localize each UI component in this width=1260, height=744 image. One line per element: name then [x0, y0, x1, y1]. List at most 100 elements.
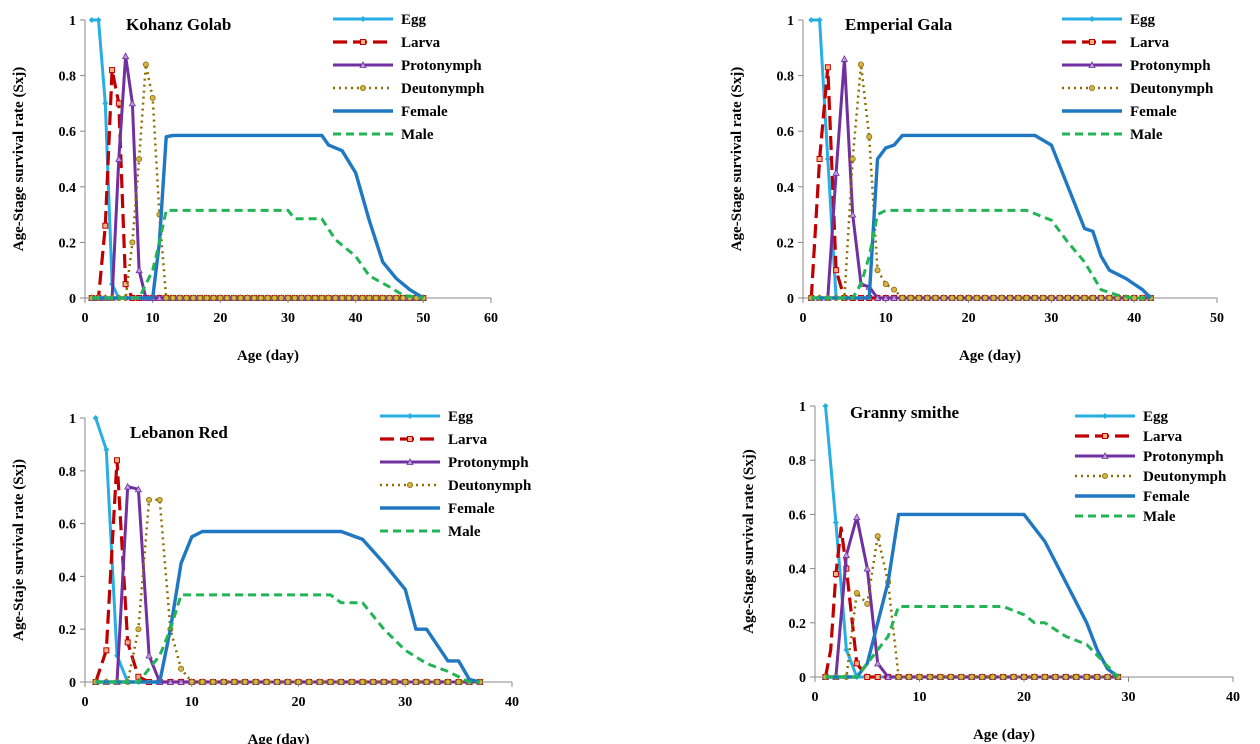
- data-point: [1021, 674, 1028, 681]
- data-point: [318, 294, 325, 301]
- legend-label: Larva: [1130, 35, 1170, 51]
- data-point: [853, 589, 860, 596]
- series-larva: [92, 457, 483, 685]
- data-point: [947, 674, 954, 681]
- data-point: [115, 155, 123, 162]
- data-point: [1041, 674, 1048, 681]
- data-point: [979, 674, 986, 681]
- legend-label: Larva: [1143, 429, 1183, 445]
- data-point: [284, 679, 291, 686]
- data-point: [874, 659, 882, 667]
- legend-label: Male: [1143, 509, 1176, 525]
- series-line: [95, 498, 480, 684]
- legend-label: Protonymph: [401, 58, 482, 74]
- data-point: [412, 679, 419, 686]
- data-point: [183, 294, 190, 301]
- legend-item-protonymph: Protonymph: [333, 58, 482, 74]
- legend-item-larva: Larva: [380, 432, 488, 448]
- y-tick-label: 0.4: [59, 570, 77, 585]
- data-point: [824, 156, 831, 162]
- x-tick-label: 10: [146, 311, 160, 326]
- legend-marker: [1102, 413, 1108, 419]
- legend-item-female: Female: [333, 104, 448, 120]
- legend-item-egg: Egg: [333, 12, 427, 28]
- legend-item-male: Male: [380, 524, 481, 540]
- legend-label: Female: [448, 501, 495, 517]
- y-tick-label: 0: [787, 292, 794, 307]
- data-point: [973, 294, 980, 301]
- data-point: [352, 294, 359, 301]
- data-point: [1052, 674, 1059, 681]
- data-point: [230, 294, 237, 301]
- x-axis-title: Age (day): [247, 732, 309, 744]
- legend-label: Larva: [448, 432, 488, 448]
- data-point: [884, 673, 892, 680]
- data-point: [244, 294, 251, 301]
- legend-label: Male: [448, 524, 481, 540]
- data-point: [380, 679, 387, 686]
- data-point: [808, 17, 815, 23]
- data-point: [291, 294, 298, 301]
- x-tick-label: 20: [1017, 690, 1031, 705]
- data-point: [816, 17, 823, 23]
- series-line: [91, 68, 424, 300]
- y-tick-label: 0.4: [777, 181, 795, 196]
- data-point: [989, 674, 996, 681]
- data-point: [146, 496, 153, 503]
- x-axis-title: Age (day): [973, 727, 1035, 743]
- data-point: [169, 294, 176, 301]
- y-tick-label: 0: [799, 671, 806, 686]
- legend-label: Female: [401, 104, 448, 120]
- data-point: [882, 281, 889, 288]
- data-point: [115, 100, 122, 107]
- data-point: [359, 679, 366, 686]
- data-point: [386, 294, 393, 301]
- legend-item-male: Male: [1062, 127, 1163, 143]
- data-point: [1098, 294, 1105, 301]
- data-point: [379, 294, 386, 301]
- data-point: [149, 94, 156, 101]
- legend-label: Female: [1143, 489, 1190, 505]
- legend-marker: [407, 413, 413, 419]
- series-line: [94, 458, 480, 684]
- x-tick-label: 0: [812, 690, 819, 705]
- x-tick-label: 40: [505, 695, 519, 710]
- x-axis-title: Age (day): [237, 348, 299, 364]
- data-point: [1081, 294, 1088, 301]
- data-point: [423, 679, 430, 686]
- x-tick-label: 20: [213, 311, 227, 326]
- y-tick-label: 0.8: [789, 454, 807, 469]
- data-point: [210, 679, 217, 686]
- series-egg: [822, 403, 1122, 680]
- data-point: [338, 679, 345, 686]
- series-male: [825, 605, 1120, 679]
- data-point: [348, 679, 355, 686]
- legend-label: Egg: [1130, 12, 1156, 28]
- chart-title: Granny smithe: [850, 403, 960, 422]
- data-point: [251, 294, 258, 301]
- data-point: [278, 294, 285, 301]
- data-point: [1031, 294, 1038, 301]
- data-point: [135, 673, 142, 680]
- legend-label: Deutonymph: [1130, 81, 1214, 97]
- legend-item-female: Female: [1062, 104, 1177, 120]
- data-point: [895, 674, 902, 681]
- data-point: [271, 294, 278, 301]
- y-axis-title: Age-Stage survival rate (Sxj): [11, 67, 27, 252]
- legend-label: Protonymph: [1130, 58, 1211, 74]
- data-point: [832, 571, 839, 578]
- data-point: [95, 17, 102, 23]
- data-point: [1089, 294, 1096, 301]
- data-point: [263, 679, 270, 686]
- x-tick-label: 30: [1122, 690, 1136, 705]
- data-point: [940, 294, 947, 301]
- x-tick-label: 30: [398, 695, 412, 710]
- data-point: [1064, 294, 1071, 301]
- legend-item-larva: Larva: [1062, 35, 1170, 51]
- x-tick-label: 60: [484, 311, 498, 326]
- data-point: [982, 294, 989, 301]
- data-point: [1000, 674, 1007, 681]
- data-point: [1073, 674, 1080, 681]
- legend-marker: [1101, 452, 1109, 459]
